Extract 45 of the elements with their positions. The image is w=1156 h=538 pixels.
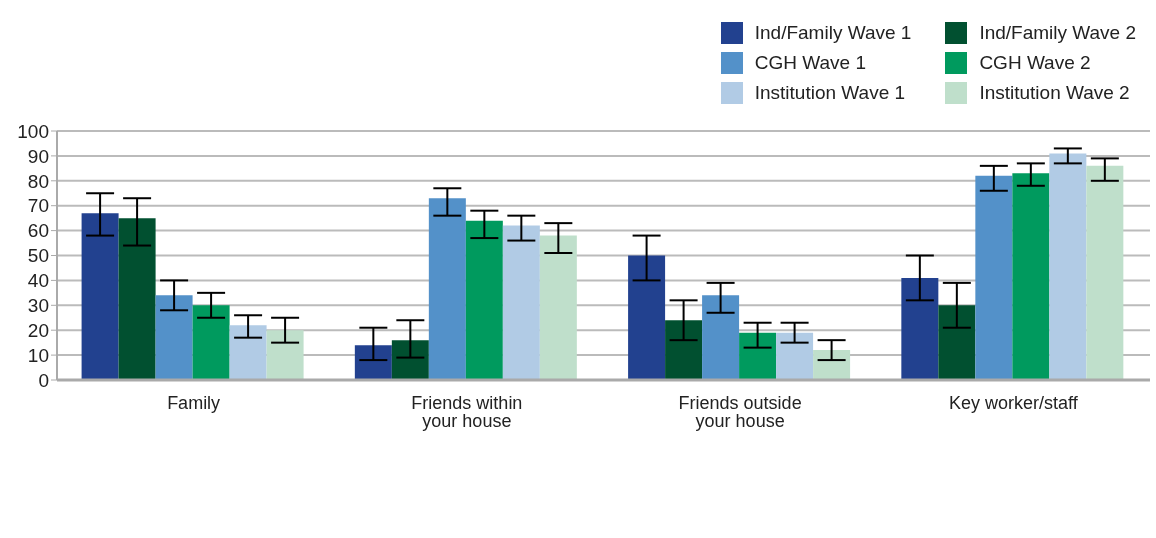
bar	[1086, 165, 1124, 380]
legend-label: Institution Wave 1	[754, 82, 906, 104]
bar	[229, 325, 267, 380]
bar	[739, 332, 777, 380]
y-tick-label: 50	[27, 245, 49, 267]
y-tick-label: 10	[27, 344, 49, 366]
bar	[155, 295, 193, 380]
legend-label: CGH Wave 2	[979, 52, 1091, 74]
bar	[901, 277, 939, 380]
bar	[975, 175, 1013, 380]
y-tick-label: 70	[27, 195, 49, 217]
bar	[702, 295, 740, 380]
bar	[628, 255, 666, 380]
y-tick-label: 40	[27, 270, 49, 292]
x-tick-label: Friends outside your house	[678, 392, 802, 431]
y-tick-label: 100	[17, 120, 49, 142]
y-tick-label: 80	[27, 170, 49, 192]
bar	[665, 320, 703, 380]
x-tick-label: Key worker/staff	[949, 392, 1079, 413]
bar	[776, 332, 814, 380]
legend-label: Institution Wave 2	[979, 82, 1130, 104]
bar	[813, 350, 851, 380]
legend-label: CGH Wave 1	[754, 52, 866, 74]
bar	[1049, 153, 1087, 380]
x-tick-label: Family	[167, 392, 221, 413]
bar	[428, 198, 466, 380]
bar	[81, 213, 119, 380]
bar	[118, 218, 156, 380]
bar	[938, 305, 976, 380]
bar	[539, 235, 577, 380]
bar	[192, 305, 230, 380]
bar	[266, 330, 304, 380]
bar	[1012, 173, 1050, 380]
bar	[354, 345, 392, 380]
bar	[465, 220, 503, 380]
legend-label: Ind/Family Wave 1	[754, 22, 912, 44]
y-tick-label: 30	[27, 295, 49, 317]
bar	[502, 225, 540, 380]
x-tick-label: Friends within your house	[411, 392, 523, 431]
y-tick-label: 0	[38, 369, 49, 391]
y-tick-label: 90	[27, 145, 49, 167]
bar	[391, 340, 429, 380]
legend-label: Ind/Family Wave 2	[979, 22, 1136, 44]
y-tick-label: 20	[27, 319, 49, 341]
y-tick-label: 60	[27, 220, 49, 242]
